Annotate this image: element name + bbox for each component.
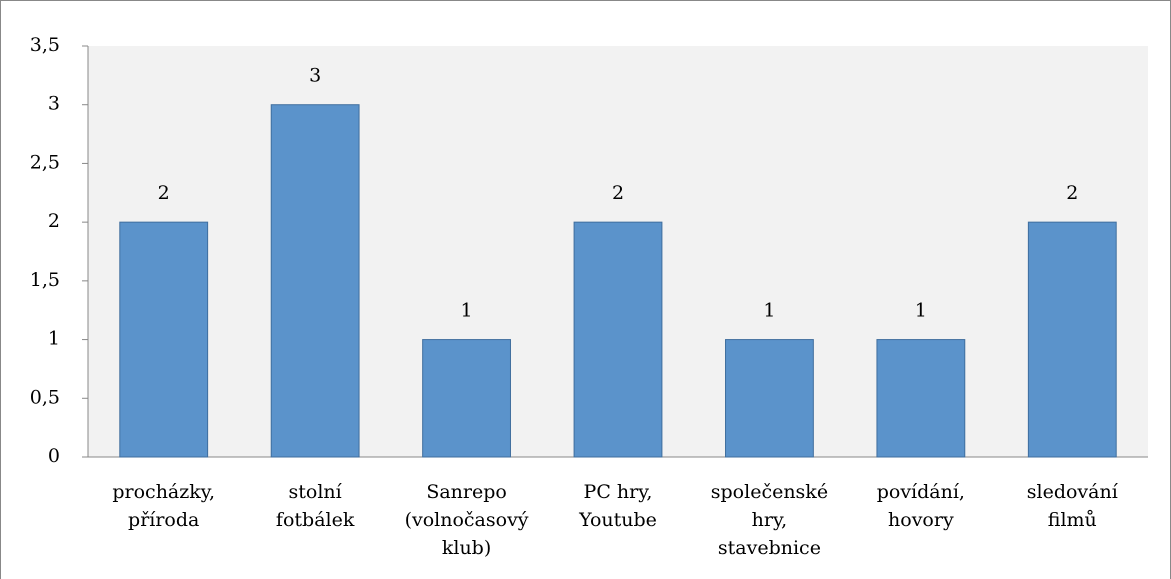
y-tick-label: 3,5 [30, 34, 60, 56]
y-tick-label: 1,5 [30, 269, 60, 291]
x-tick-label: sledování [1027, 481, 1119, 503]
data-label: 2 [612, 182, 624, 204]
data-label: 2 [158, 182, 170, 204]
data-label: 1 [461, 300, 473, 322]
bar [270, 104, 360, 458]
x-tick-label: příroda [128, 509, 199, 531]
x-tick-label: povídání, [877, 481, 965, 503]
x-tick-label: filmů [1048, 509, 1097, 531]
x-tick-label: procházky, [112, 481, 215, 503]
bar [876, 339, 966, 458]
y-tick-label: 2 [48, 210, 60, 232]
x-tick-label: klub) [442, 537, 491, 559]
data-label: 2 [1066, 182, 1078, 204]
bar [1027, 221, 1117, 458]
y-tick-label: 1 [48, 328, 60, 350]
x-tick-label: stavebnice [718, 537, 821, 559]
y-tick-label: 2,5 [30, 151, 60, 173]
bar [119, 221, 209, 458]
x-tick-label: Sanrepo [426, 481, 507, 503]
x-tick-label: stolní [289, 481, 343, 503]
y-tick-label: 0 [48, 445, 60, 467]
bar [422, 339, 511, 458]
x-tick-label: hry, [752, 509, 788, 531]
x-tick-label: společenské [711, 481, 828, 503]
x-tick-label: fotbálek [276, 509, 355, 531]
x-tick-label: hovory [888, 509, 954, 531]
y-tick-label: 0,5 [30, 386, 60, 408]
data-label: 1 [915, 300, 927, 322]
data-label: 3 [309, 65, 321, 87]
y-tick-label: 3 [48, 93, 60, 115]
x-tick-label: (volnočasový [405, 509, 529, 531]
bar [573, 221, 663, 458]
x-tick-label: Youtube [578, 509, 657, 531]
data-label: 1 [763, 300, 775, 322]
x-tick-label: PC hry, [584, 481, 653, 503]
bar [725, 339, 814, 458]
